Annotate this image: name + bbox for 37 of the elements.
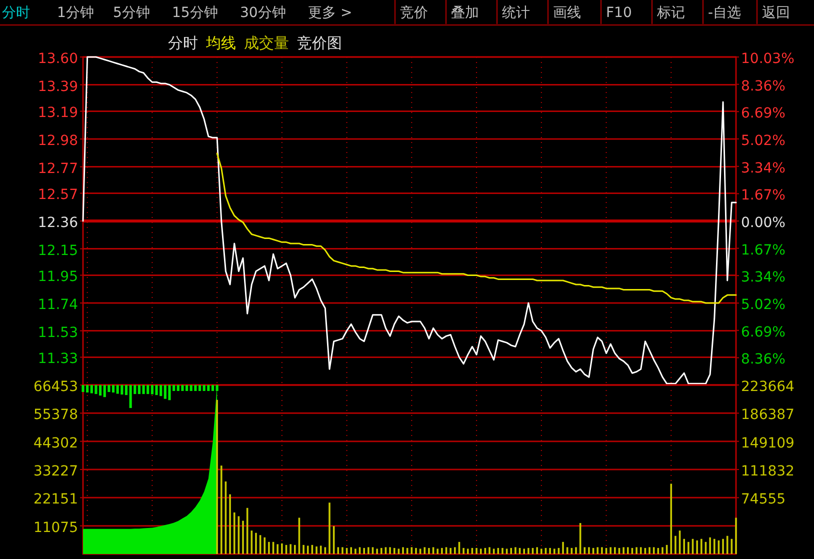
y2-tick-label: 1.67% (741, 242, 786, 258)
y-tick-label: 12.15 (38, 242, 78, 259)
y-tick-label: 11075 (33, 520, 78, 536)
y-tick-label: 11.95 (38, 269, 78, 286)
y-tick-label: 11.74 (38, 297, 78, 313)
y-tick-label: 22151 (33, 492, 78, 508)
toolbar: 分时 1分钟 5分钟 15分钟 30分钟 更多 > 竞价 叠加 统计 画线 F10 标记 -自选 返回 (0, 0, 814, 26)
y2-tick-label: 1.67% (741, 188, 786, 204)
y2-tick-label: 0.00% (741, 215, 786, 231)
y2-tick-label: 149109 (741, 435, 794, 452)
y2-tick-label: 6.69% (741, 324, 786, 340)
y2-tick-label: 223664 (741, 379, 795, 395)
y-tick-label: 13.19 (38, 105, 78, 122)
y-tick-label: 13.39 (38, 78, 78, 95)
y2-tick-label: 5.02% (741, 297, 786, 314)
y-tick-label: 44302 (33, 435, 78, 452)
y2-tick-label: 74555 (741, 492, 786, 508)
y2-tick-label: 8.36% (741, 352, 786, 368)
y2-tick-label: 5.02% (741, 132, 786, 149)
y2-tick-label: 6.69% (741, 106, 786, 122)
y-tick-label: 33227 (33, 464, 78, 480)
y2-tick-label: 10.03% (741, 51, 794, 67)
y-tick-label: 12.98 (38, 133, 78, 149)
y2-tick-label: 111832 (741, 464, 794, 480)
y-tick-label: 12.57 (38, 187, 78, 204)
y2-tick-label: 3.34% (741, 270, 786, 286)
header: 分时 均线 成交量 竞价图 (168, 34, 342, 52)
y2-tick-label: 186387 (741, 407, 794, 424)
y-tick-label: 66453 (33, 379, 78, 395)
y-tick-label: 11.33 (38, 351, 78, 368)
y2-tick-label: 8.36% (741, 78, 786, 94)
y-tick-label: 11.53 (38, 324, 78, 341)
y-tick-label: 13.60 (38, 51, 78, 67)
y-tick-label: 55378 (33, 407, 78, 424)
y2-tick-label: 3.34% (741, 160, 786, 176)
y-tick-label: 12.77 (38, 160, 78, 177)
y-tick-label: 12.36 (38, 215, 78, 231)
